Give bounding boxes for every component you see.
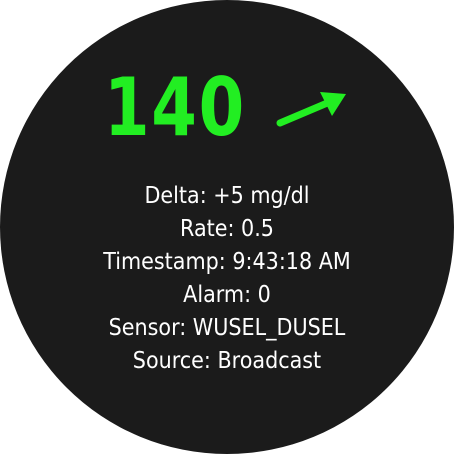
delta-text: Delta: +5 mg/dl [144,183,310,209]
glucose-value: 140 [104,61,246,154]
sensor-text: Sensor: WUSEL_DUSEL [108,315,346,341]
arrow-up-right-icon [276,92,346,127]
reading-details: Delta: +5 mg/dl Rate: 0.5 Timestamp: 9:4… [40,180,414,378]
alarm-text: Alarm: 0 [183,282,271,308]
timestamp-text: Timestamp: 9:43:18 AM [103,249,351,275]
source-text: Source: Broadcast [132,348,322,374]
rate-text: Rate: 0.5 [180,216,274,242]
